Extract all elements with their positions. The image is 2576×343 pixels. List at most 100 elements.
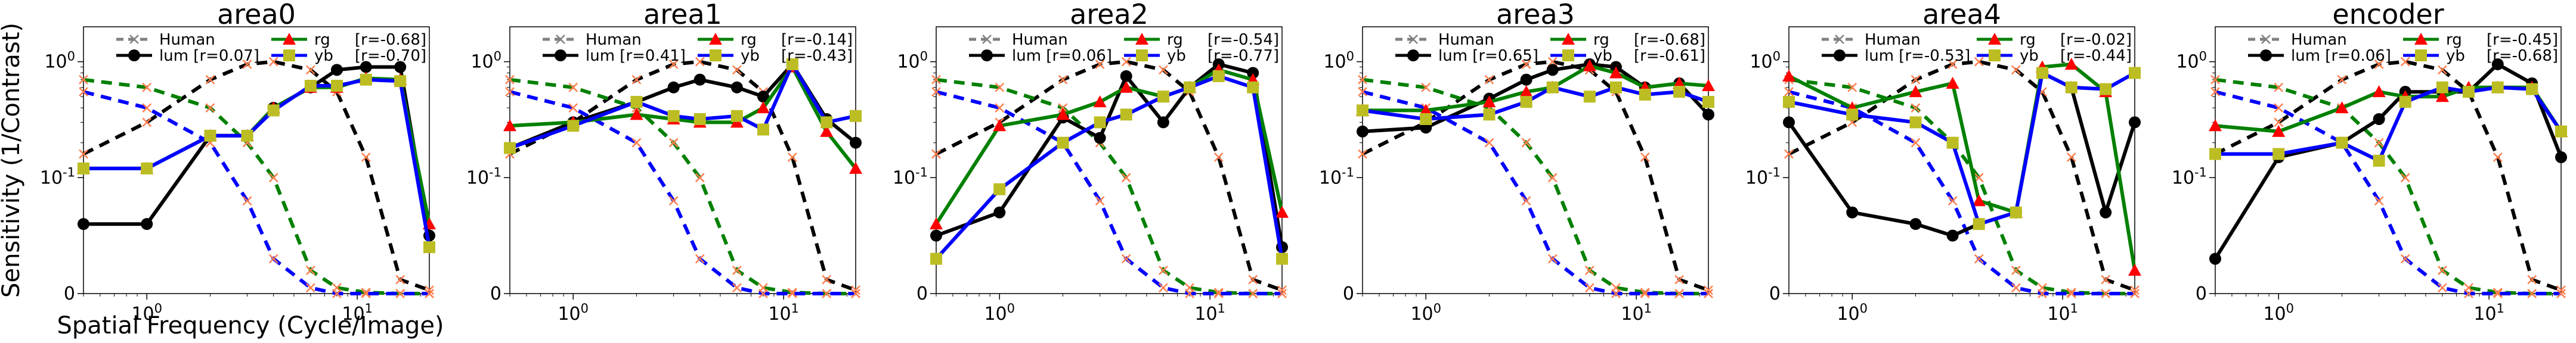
plot-frame xyxy=(83,26,430,294)
human-curve xyxy=(1362,90,1708,295)
human-point xyxy=(205,74,215,85)
data-point xyxy=(730,110,743,122)
human-point xyxy=(668,138,679,148)
legend-marker xyxy=(1136,49,1148,61)
human-point xyxy=(1248,275,1258,285)
y-tick-label: 100 xyxy=(2176,49,2207,73)
x-tick-label: 101 xyxy=(768,301,799,325)
data-point xyxy=(394,61,407,73)
human-curve xyxy=(936,90,1282,295)
data-point xyxy=(1946,136,1959,149)
human-point xyxy=(2066,289,2076,298)
human-point xyxy=(695,254,705,264)
y-tick-label: 10-1 xyxy=(1319,165,1354,188)
data-point xyxy=(1783,96,1795,108)
legend-marker xyxy=(709,33,722,45)
x-tick-label: 100 xyxy=(131,301,162,325)
human-point xyxy=(695,57,705,67)
human-point xyxy=(1974,57,1984,67)
data-point xyxy=(1120,70,1132,82)
series-line xyxy=(1788,70,2136,226)
legend-label: Human xyxy=(1865,31,1921,49)
legend-r-value: [r=-0.14] xyxy=(781,31,853,49)
data-point xyxy=(786,58,798,70)
human-curve xyxy=(1788,90,2135,295)
human-point xyxy=(631,138,642,148)
human-point xyxy=(305,283,315,293)
chart-title: area2 xyxy=(1070,0,1148,30)
legend-label: Human xyxy=(586,31,642,49)
chart-title: area3 xyxy=(1496,0,1575,30)
figure-x-axis-label: Spatial Frequency (Cycle/Image) xyxy=(57,312,444,339)
human-point xyxy=(1584,283,1594,293)
human-point xyxy=(2066,152,2076,162)
legend-label: rg xyxy=(314,31,330,49)
y-tick-label: 10-1 xyxy=(1745,165,1781,188)
human-point xyxy=(1547,254,1558,264)
data-point xyxy=(1946,229,1959,242)
data-point xyxy=(330,64,343,76)
human-point xyxy=(142,82,152,92)
data-point xyxy=(2100,83,2112,95)
data-point xyxy=(1247,67,1259,79)
human-point xyxy=(2374,196,2384,206)
series-line xyxy=(1787,70,2137,238)
human-point xyxy=(505,87,515,97)
data-point xyxy=(1609,81,1622,93)
legend-r-value: [r=-0.68] xyxy=(2487,47,2558,65)
human-point xyxy=(142,117,152,127)
human-curve xyxy=(509,90,856,295)
human-point xyxy=(1547,57,1558,67)
human-point xyxy=(2527,275,2537,285)
chart-title: area4 xyxy=(1922,0,2001,30)
human-point xyxy=(2210,87,2220,97)
human-point xyxy=(732,283,742,293)
x-tick-label: 101 xyxy=(342,301,373,325)
legend-marker xyxy=(2415,49,2427,61)
human-point xyxy=(2493,289,2503,298)
human-curve xyxy=(2215,77,2561,295)
data-point xyxy=(2129,116,2141,129)
data-point xyxy=(2010,206,2022,219)
human-point xyxy=(2210,74,2220,85)
data-point xyxy=(1520,73,1532,86)
human-point xyxy=(1158,266,1168,275)
series-line xyxy=(1363,64,1709,113)
legend-label: lum [r=0.41] xyxy=(586,47,686,65)
data-point xyxy=(1946,77,1959,89)
data-point xyxy=(1119,80,1133,93)
data-point xyxy=(204,129,216,142)
human-point xyxy=(2437,65,2447,75)
human-point xyxy=(2101,289,2111,298)
data-point xyxy=(1909,218,1922,230)
data-point xyxy=(304,80,317,92)
data-point xyxy=(141,162,153,174)
legend-label: yb xyxy=(314,47,333,65)
data-point xyxy=(1520,96,1532,108)
human-point xyxy=(1058,74,1068,85)
human-point xyxy=(1521,60,1531,69)
legend-marker xyxy=(981,49,993,61)
data-point xyxy=(2526,83,2538,95)
data-point xyxy=(504,142,516,154)
data-point xyxy=(1973,218,1985,230)
human-point xyxy=(787,289,797,298)
human-point xyxy=(1158,65,1168,75)
human-point xyxy=(1121,57,1131,67)
data-point xyxy=(394,75,407,88)
human-point xyxy=(1547,173,1558,183)
legend-r-value: [r=-0.02] xyxy=(2060,31,2132,49)
legend-marker xyxy=(982,35,992,44)
legend-r-value: [r=-0.68] xyxy=(355,31,426,49)
data-point xyxy=(1702,79,1715,92)
human-point xyxy=(1484,138,1494,148)
human-point xyxy=(2011,65,2021,75)
human-point xyxy=(995,103,1005,113)
human-point xyxy=(931,87,941,97)
data-point xyxy=(1639,88,1651,101)
chart-title: area1 xyxy=(643,0,722,30)
